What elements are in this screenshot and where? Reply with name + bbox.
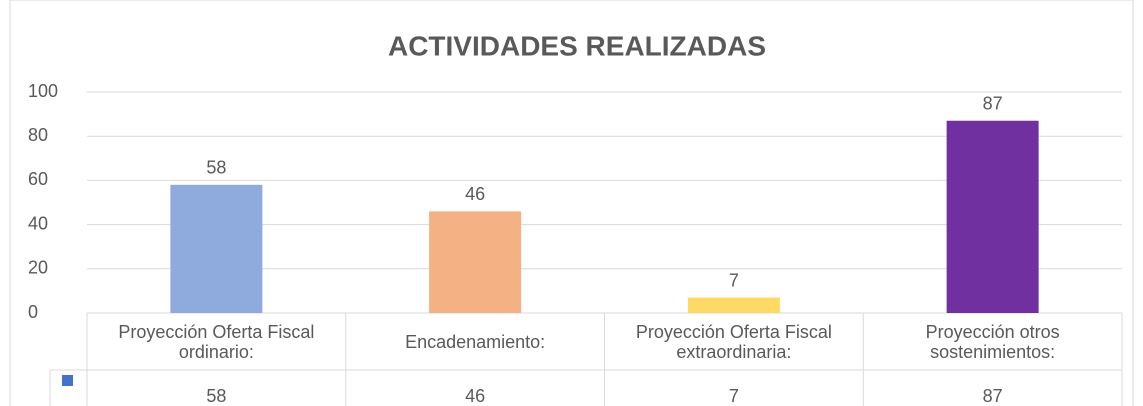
y-tick-label: 0 — [28, 302, 38, 322]
bar — [687, 297, 780, 313]
bar — [946, 120, 1039, 313]
table-category: Proyección Oferta Fiscal ordinario: — [118, 321, 315, 362]
y-tick-label: 40 — [28, 213, 48, 233]
data-label: 58 — [206, 158, 226, 178]
table-value: 7 — [728, 386, 739, 406]
table-category: Proyección otros sostenimientos: — [925, 321, 1060, 362]
data-label: 46 — [465, 184, 485, 204]
bar — [429, 211, 522, 313]
data-label: 87 — [983, 93, 1003, 113]
legend-key — [62, 375, 73, 386]
data-label: 7 — [729, 270, 739, 290]
chart-title: ACTIVIDADES REALIZADAS — [388, 30, 766, 61]
table-value: 46 — [465, 386, 486, 406]
table-category: Proyección Oferta Fiscal extraordinaria: — [635, 321, 832, 362]
table-value: 58 — [206, 386, 227, 406]
y-tick-label: 60 — [28, 169, 48, 189]
y-tick-label: 100 — [28, 81, 58, 101]
table-value: 87 — [982, 386, 1003, 406]
bar — [170, 184, 263, 313]
y-tick-label: 80 — [28, 125, 48, 145]
y-tick-label: 20 — [28, 258, 48, 278]
table-category: Encadenamiento: — [405, 331, 546, 352]
